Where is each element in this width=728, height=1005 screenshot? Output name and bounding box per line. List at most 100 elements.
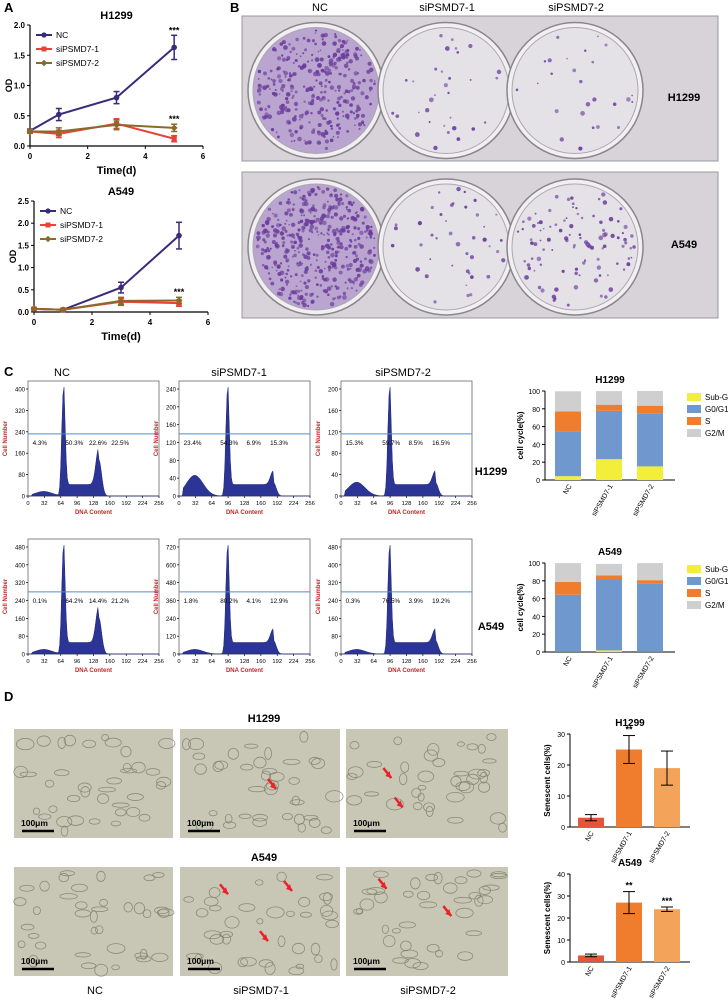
colony bbox=[305, 87, 310, 92]
category-label: NC bbox=[563, 656, 574, 668]
y-tick-label: 0 bbox=[536, 478, 540, 485]
colony bbox=[286, 58, 289, 62]
scale-bar-label: 100μm bbox=[21, 956, 48, 966]
histogram-frame bbox=[340, 380, 473, 497]
y-tick-label: 0 bbox=[536, 650, 540, 657]
colony bbox=[266, 84, 270, 88]
cell bbox=[154, 906, 170, 915]
y-tick-label: 0 bbox=[561, 960, 565, 967]
colony bbox=[296, 235, 300, 238]
x-tick-label: 64 bbox=[58, 501, 65, 507]
colony bbox=[322, 220, 327, 226]
colony bbox=[335, 237, 340, 241]
cell bbox=[74, 909, 92, 918]
colony bbox=[323, 135, 326, 138]
colony bbox=[332, 107, 337, 111]
x-tick-label: 256 bbox=[305, 501, 315, 507]
colony bbox=[284, 108, 289, 113]
x-tick-label: 2 bbox=[90, 318, 95, 327]
colony bbox=[256, 100, 261, 105]
cell bbox=[244, 743, 259, 749]
cell bbox=[151, 952, 169, 962]
significance-label: *** bbox=[174, 287, 185, 297]
category-label: siPSMD7-2 bbox=[632, 483, 656, 517]
colony bbox=[356, 276, 359, 279]
stack-segment-G2/M bbox=[596, 391, 622, 405]
cell bbox=[134, 952, 149, 959]
colony bbox=[293, 236, 296, 239]
colony bbox=[373, 237, 376, 240]
colony bbox=[335, 287, 338, 290]
colony bbox=[286, 208, 291, 213]
cell bbox=[138, 813, 151, 822]
colony bbox=[335, 111, 340, 116]
colony bbox=[568, 233, 571, 236]
colony bbox=[280, 286, 285, 292]
gate-percentage: 15.3% bbox=[270, 440, 288, 447]
colony bbox=[499, 239, 503, 242]
cell bbox=[256, 918, 264, 925]
x-tick-label: 224 bbox=[451, 501, 461, 507]
cell bbox=[285, 910, 295, 917]
colony bbox=[326, 238, 331, 242]
cell bbox=[299, 911, 312, 918]
cell bbox=[349, 741, 360, 750]
colony bbox=[314, 269, 318, 272]
colony bbox=[368, 259, 373, 264]
y-axis-label: cell cycle(%) bbox=[516, 411, 525, 459]
cell bbox=[32, 906, 41, 916]
colony bbox=[314, 192, 318, 196]
colony bbox=[417, 221, 423, 226]
colony bbox=[263, 71, 267, 76]
y-tick-label: 0.5 bbox=[14, 112, 26, 121]
colony bbox=[627, 257, 631, 260]
cell bbox=[427, 743, 440, 756]
y-tick-label: 160 bbox=[328, 617, 339, 623]
chart-title: A549 bbox=[598, 547, 622, 558]
colony bbox=[347, 68, 351, 71]
cell bbox=[67, 815, 85, 826]
x-tick-label: 192 bbox=[272, 659, 282, 665]
x-tick-label: 160 bbox=[418, 659, 428, 665]
colony bbox=[554, 109, 559, 114]
colony bbox=[344, 89, 349, 93]
cell bbox=[316, 873, 333, 881]
colony bbox=[496, 250, 500, 254]
x-tick-label: 32 bbox=[354, 659, 360, 665]
y-tick-label: 360 bbox=[166, 599, 177, 605]
cell bbox=[186, 952, 204, 960]
y-tick-label: 240 bbox=[328, 599, 339, 605]
colony bbox=[339, 295, 342, 298]
colony bbox=[303, 100, 306, 103]
colony bbox=[333, 212, 338, 217]
colony bbox=[394, 223, 398, 227]
colony bbox=[290, 140, 293, 143]
colony bbox=[323, 277, 327, 282]
colony bbox=[362, 78, 366, 83]
x-tick-label: 224 bbox=[138, 501, 148, 507]
colony bbox=[527, 266, 532, 271]
colony bbox=[264, 220, 270, 225]
cell bbox=[214, 760, 229, 770]
y-tick-label: 0.0 bbox=[18, 308, 30, 317]
colony bbox=[293, 300, 296, 304]
colony bbox=[306, 256, 311, 260]
colony bbox=[359, 206, 365, 212]
colony bbox=[349, 110, 353, 114]
x-tick-label: 32 bbox=[41, 659, 47, 665]
colony bbox=[327, 224, 332, 229]
colony bbox=[282, 241, 286, 245]
cell bbox=[38, 813, 52, 820]
colony bbox=[353, 226, 357, 230]
x-tick-label: 256 bbox=[154, 659, 164, 665]
cell bbox=[44, 779, 55, 788]
colony bbox=[352, 250, 357, 255]
colony bbox=[293, 139, 296, 142]
stack-segment-G0/G1 bbox=[637, 413, 663, 467]
colony bbox=[349, 279, 353, 284]
colony bbox=[299, 55, 302, 58]
colony bbox=[536, 82, 539, 85]
x-tick-label: 160 bbox=[105, 659, 115, 665]
y-tick-label: 0 bbox=[173, 653, 177, 659]
colony bbox=[271, 239, 276, 244]
